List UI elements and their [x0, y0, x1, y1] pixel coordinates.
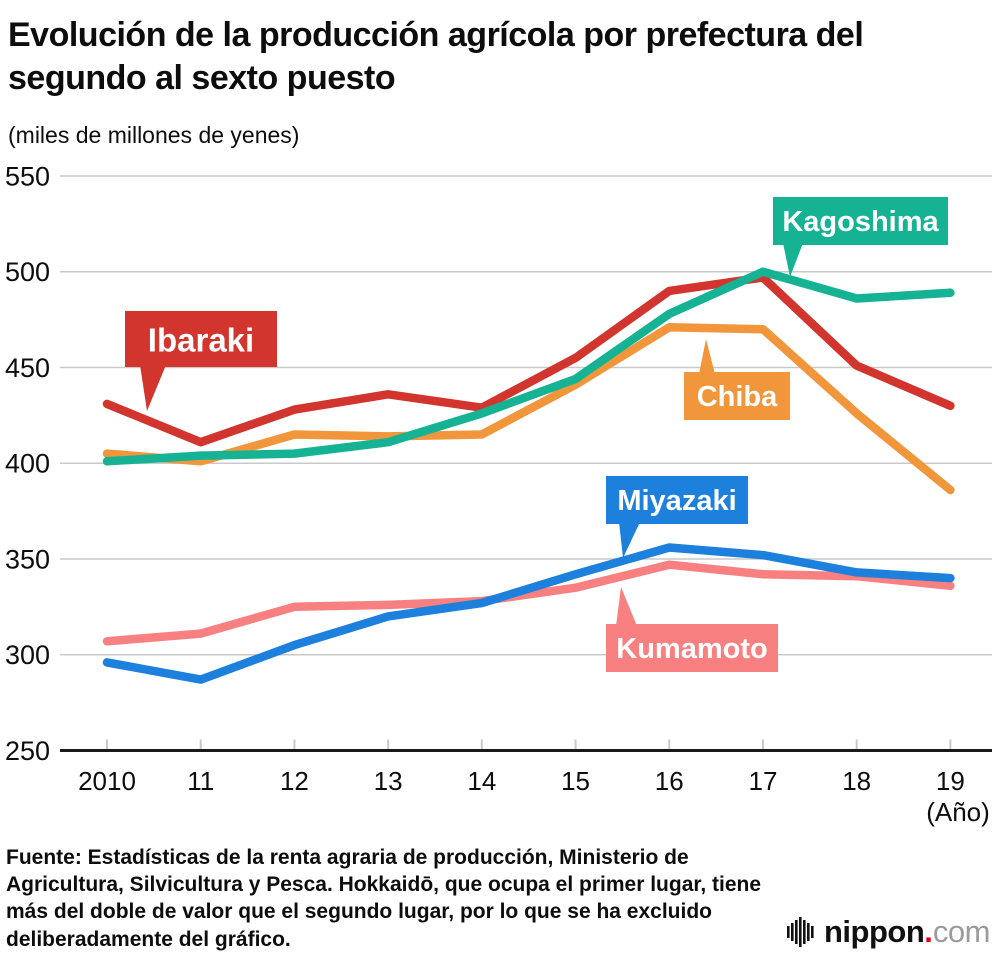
x-axis-label-17: 17 — [749, 766, 778, 796]
x-axis-label-19: 19 — [936, 766, 965, 796]
series-line-kumamoto — [102, 560, 955, 646]
series-label-tail-kagoshima — [783, 242, 803, 277]
series-label-chiba: Chiba — [684, 338, 790, 420]
y-axis-label-550: 550 — [5, 161, 50, 191]
brand-name: nippon — [824, 913, 925, 949]
brand-tld: com — [932, 913, 991, 949]
y-axis-label-500: 500 — [5, 257, 50, 287]
nippon-logo-bars-icon — [787, 916, 814, 947]
brand-dot: . — [924, 913, 933, 949]
series-label-text-ibaraki: Ibaraki — [148, 321, 254, 358]
series-label-kumamoto: Kumamoto — [606, 586, 778, 672]
y-axis-label-350: 350 — [5, 544, 50, 574]
page-title: Evolución de la producción agrícola por … — [8, 16, 864, 97]
y-axis-label-450: 450 — [5, 353, 50, 383]
x-axis-label-16: 16 — [655, 766, 684, 796]
x-axis-label-11: 11 — [187, 766, 214, 796]
series-label-box-ibaraki — [125, 310, 277, 367]
series-line-kagoshima — [102, 267, 955, 466]
x-axis-label-12: 12 — [280, 766, 309, 796]
x-axis-label-14: 14 — [467, 766, 496, 796]
x-axis-label-13: 13 — [374, 766, 403, 796]
y-axis-label-250: 250 — [5, 736, 50, 766]
x-axis-label-18: 18 — [842, 766, 871, 796]
series-label-tail-chiba — [699, 338, 715, 374]
series-label-box-miyazaki — [606, 475, 748, 524]
series-label-box-kagoshima — [773, 196, 948, 245]
series-label-text-miyazaki: Miyazaki — [617, 485, 736, 517]
series-label-text-kumamoto: Kumamoto — [616, 633, 767, 665]
y-axis-units-label: (miles de millones de yenes) — [8, 121, 300, 148]
series-label-ibaraki: Ibaraki — [125, 310, 277, 411]
series-label-kagoshima: Kagoshima — [773, 196, 948, 277]
series-label-box-kumamoto — [606, 623, 778, 672]
line-chart-canvas: 250 300 350 400 450 500 550 2010 11 12 13 14 15 16 17 1… — [5, 161, 992, 827]
nippon-com-logo: nippon . com — [787, 913, 991, 950]
series-line-miyazaki — [102, 542, 955, 684]
y-axis-label-300: 300 — [5, 640, 50, 670]
series-label-tail-kumamoto — [616, 586, 637, 626]
x-axis-unit-note: (Año) — [926, 797, 990, 827]
x-axis-label-2010: 2010 — [78, 766, 136, 796]
series-line-chiba — [102, 322, 955, 494]
series-label-text-kagoshima: Kagoshima — [782, 206, 939, 238]
chart-area: 250 300 350 400 450 500 550 2010 11 12 13 14 15 16 17 1… — [0, 159, 1000, 836]
x-axis-label-15: 15 — [561, 766, 590, 796]
source-note: Fuente: Estadísticas de la renta agraria… — [6, 845, 762, 951]
footer: Fuente: Estadísticas de la renta agraria… — [0, 842, 1000, 958]
series-line-ibaraki — [102, 272, 955, 447]
y-axis-label-400: 400 — [5, 448, 50, 478]
series-label-text-chiba: Chiba — [697, 381, 778, 413]
series-label-miyazaki: Miyazaki — [606, 475, 748, 558]
series-label-box-chiba — [684, 371, 790, 420]
series-label-tail-miyazaki — [619, 521, 640, 558]
series-label-tail-ibaraki — [140, 364, 166, 411]
